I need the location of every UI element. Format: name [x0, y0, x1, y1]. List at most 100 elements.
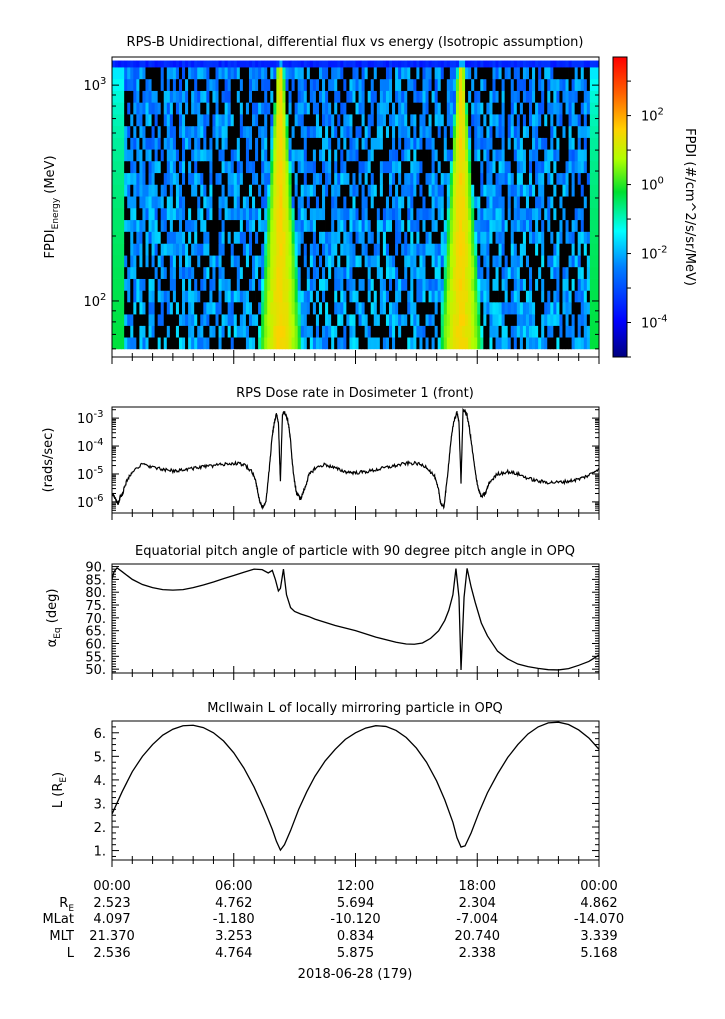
heatmap-cell	[133, 78, 137, 91]
heatmap-cell	[425, 137, 429, 150]
heatmap-cell	[364, 78, 369, 91]
heatmap-cell	[532, 90, 536, 103]
heatmap-cell	[309, 172, 314, 185]
heatmap-cell	[279, 314, 283, 326]
heatmap-cell	[142, 90, 146, 103]
heatmap-cell	[194, 172, 198, 185]
heatmap-cell	[595, 172, 599, 185]
heatmap-cell	[489, 90, 493, 103]
y-label-subscript: Energy	[51, 197, 61, 229]
heatmap-cell	[303, 113, 308, 127]
heatmap-cell	[273, 314, 277, 326]
heatmap-cell	[535, 207, 539, 221]
heatmap-cell	[331, 78, 335, 91]
heatmap-cell	[440, 90, 445, 103]
heatmap-cell	[230, 337, 235, 350]
heatmap-cell	[565, 196, 569, 209]
heatmap-cell	[538, 113, 542, 127]
heatmap-cell	[562, 266, 566, 279]
heatmap-cell	[221, 160, 226, 174]
heatmap-cell	[197, 278, 201, 291]
heatmap-cell	[285, 207, 289, 221]
heatmap-cell	[236, 172, 241, 185]
heatmap-cell	[172, 266, 177, 279]
heatmap-cell	[370, 184, 375, 197]
heatmap-cell	[501, 196, 506, 209]
heatmap-cell	[477, 160, 481, 174]
heatmap-cell	[239, 149, 244, 162]
heatmap-cell	[206, 301, 210, 315]
heatmap-cell	[376, 160, 381, 174]
heatmap-cell	[562, 290, 566, 303]
heatmap-cell	[255, 137, 259, 150]
heatmap-cell	[206, 113, 210, 127]
heatmap-cell	[169, 149, 174, 162]
heatmap-cell	[401, 314, 405, 326]
heatmap-cell	[416, 113, 420, 127]
heatmap-cell	[239, 196, 244, 209]
heatmap-cell	[185, 278, 189, 291]
heatmap-cell	[340, 325, 344, 338]
heatmap-cell	[303, 172, 308, 185]
heatmap-cell	[510, 278, 515, 291]
heatmap-cell	[133, 325, 137, 338]
heatmap-cell	[449, 172, 454, 185]
heatmap-cell	[151, 78, 156, 91]
heatmap-cell	[510, 219, 515, 232]
heatmap-cell	[373, 337, 378, 350]
heatmap-cell	[178, 149, 183, 162]
heatmap-cell	[142, 125, 146, 138]
heatmap-cell	[154, 278, 159, 291]
heatmap-cell	[331, 60, 335, 68]
heatmap-cell	[328, 113, 332, 127]
heatmap-cell	[273, 102, 277, 115]
heatmap-cell	[486, 301, 490, 315]
heatmap-cell	[446, 78, 451, 91]
heatmap-cell	[559, 172, 563, 185]
heatmap-cell	[385, 78, 390, 91]
heatmap-cell	[209, 125, 213, 138]
heatmap-cell	[589, 207, 594, 221]
heatmap-cell	[282, 325, 286, 338]
heatmap-cell	[303, 149, 308, 162]
heatmap-cell	[261, 243, 265, 256]
heatmap-cell	[455, 184, 460, 197]
heatmap-cell	[194, 125, 198, 138]
heatmap-cell	[538, 125, 542, 138]
heatmap-cell	[273, 290, 277, 303]
heatmap-cell	[577, 90, 582, 103]
heatmap-cell	[325, 160, 329, 174]
heatmap-cell	[492, 337, 496, 350]
heatmap-cell	[553, 219, 557, 232]
heatmap-cell	[124, 149, 128, 162]
row-value: 4.097	[93, 912, 130, 927]
heatmap-cell	[465, 90, 469, 103]
heatmap-cell	[279, 137, 283, 150]
heatmap-cell	[532, 60, 536, 68]
heatmap-cell	[200, 219, 204, 232]
heatmap-cell	[178, 172, 183, 185]
heatmap-cell	[133, 149, 137, 162]
heatmap-cell	[385, 149, 390, 162]
heatmap-cell	[258, 67, 262, 80]
heatmap-cell	[398, 255, 402, 268]
heatmap-cell	[465, 137, 469, 150]
heatmap-cell	[264, 314, 268, 326]
heatmap-cell	[522, 337, 527, 350]
heatmap-cell	[154, 160, 159, 174]
heatmap-cell	[489, 125, 493, 138]
heatmap-cell	[544, 90, 548, 103]
heatmap-cell	[434, 60, 439, 68]
heatmap-cell	[178, 184, 183, 197]
heatmap-cell	[535, 337, 539, 350]
heatmap-cell	[562, 184, 566, 197]
heatmap-cell	[194, 278, 198, 291]
heatmap-cell	[477, 60, 481, 68]
heatmap-cell	[270, 231, 274, 244]
heatmap-cell	[118, 125, 122, 138]
heatmap-cell	[203, 160, 207, 174]
heatmap-cell	[419, 219, 423, 232]
row-value: 5.694	[337, 896, 374, 911]
heatmap-cell	[486, 60, 490, 68]
heatmap-cell	[255, 314, 259, 326]
